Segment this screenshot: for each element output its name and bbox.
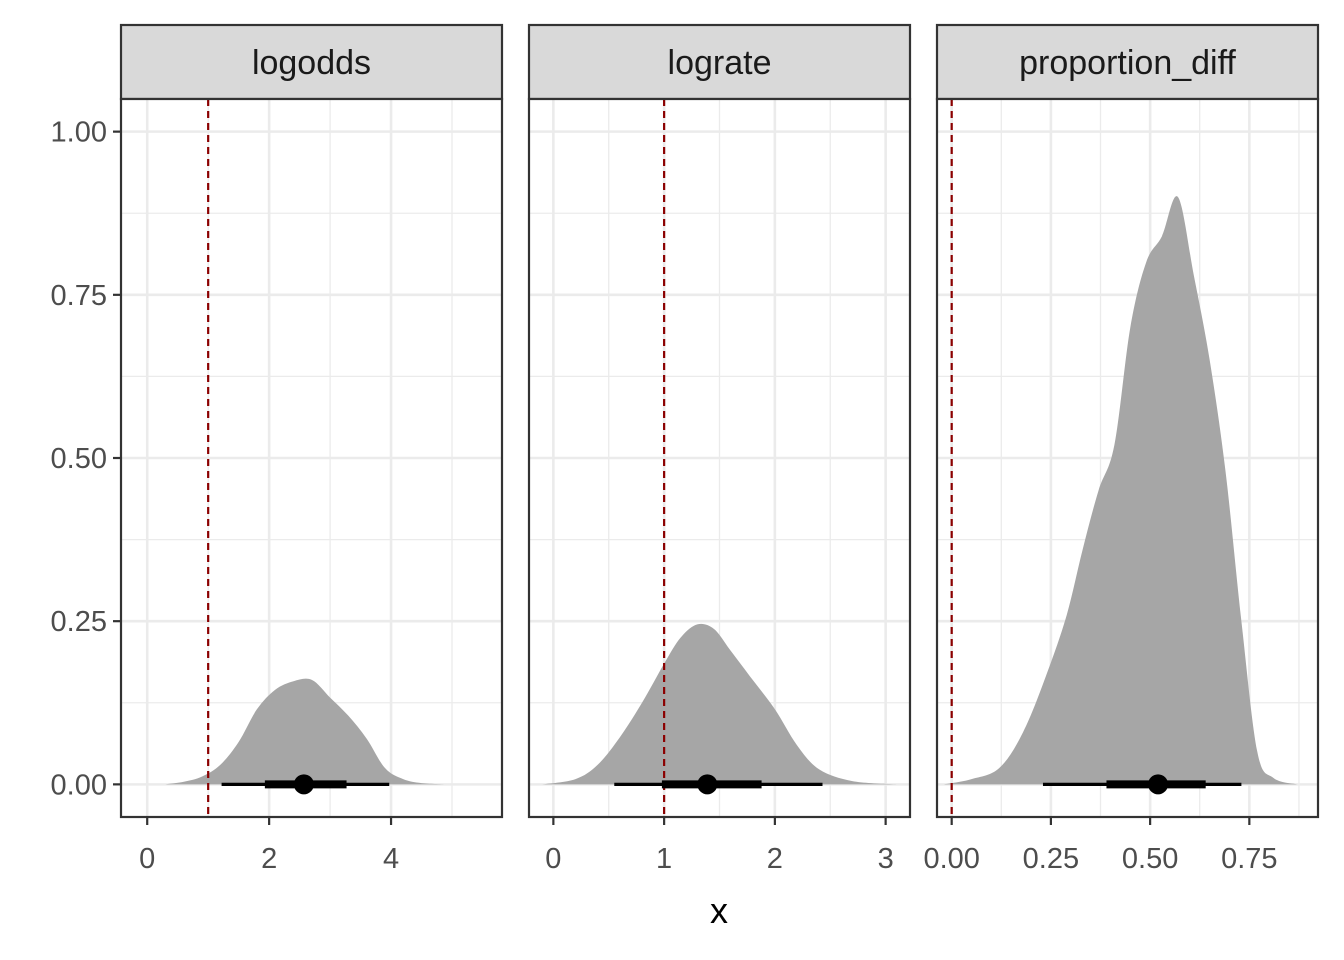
point-estimate <box>293 774 314 795</box>
x-axis-title: x <box>710 890 728 931</box>
y-tick-label: 0.50 <box>51 443 107 475</box>
panel-border <box>935 97 1320 819</box>
panel-border <box>527 97 912 819</box>
point-estimate <box>1148 774 1169 795</box>
facet-panel-lograte: lograte 0 1 2 3 <box>527 23 912 875</box>
x-tick-label: 3 <box>878 843 894 875</box>
x-tick-label: 0.00 <box>923 843 979 875</box>
point-estimate <box>697 774 718 795</box>
y-tick-label: 0.75 <box>51 280 107 312</box>
x-tick-label: 0.25 <box>1023 843 1079 875</box>
facet-panel-proportion-diff: proportion_diff 0.00 0.25 0.50 0.75 <box>923 23 1320 875</box>
facet-strip-label: proportion_diff <box>1019 44 1236 82</box>
x-tick-label: 4 <box>383 843 399 875</box>
density-area <box>943 196 1297 785</box>
x-tick-label: 0 <box>545 843 561 875</box>
facet-strip-label: lograte <box>668 44 772 82</box>
facet-panels: logodds 0 2 4 lograte 0 1 2 3 proportion_diff 0.00… <box>119 23 1320 875</box>
y-tick-label: 1.00 <box>51 117 107 149</box>
x-tick-label: 0.75 <box>1221 843 1277 875</box>
panel-border <box>119 97 504 819</box>
facet-panel-logodds: logodds 0 2 4 <box>119 23 504 875</box>
density-area <box>165 678 446 785</box>
x-tick-label: 0 <box>139 843 155 875</box>
density-area <box>542 623 897 785</box>
x-tick-label: 2 <box>767 843 783 875</box>
x-tick-label: 2 <box>261 843 277 875</box>
y-tick-label: 0.25 <box>51 606 107 638</box>
y-tick-label: 0.00 <box>51 769 107 801</box>
facet-strip <box>119 23 504 101</box>
facet-strip-label: logodds <box>252 44 371 82</box>
x-tick-label: 0.50 <box>1122 843 1178 875</box>
x-tick-label: 1 <box>656 843 672 875</box>
y-axis: 0.00 0.25 0.50 0.75 1.00 <box>51 117 121 801</box>
